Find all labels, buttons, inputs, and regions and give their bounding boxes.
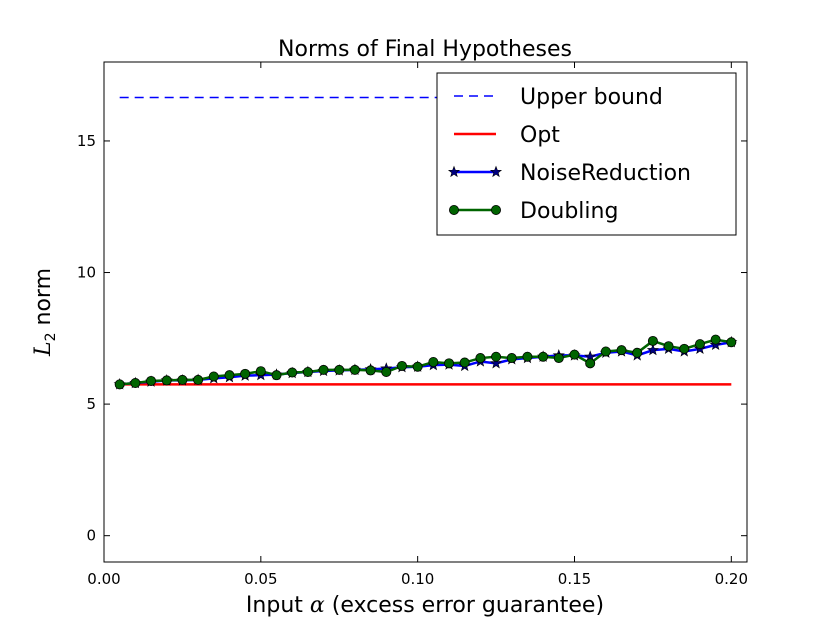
x-axis-label-prefix: Input (246, 593, 303, 618)
data-point-circle (553, 353, 564, 364)
data-point-circle (240, 368, 251, 379)
legend-entry: Upper bound (454, 85, 663, 110)
data-point-star (646, 343, 659, 356)
series-line (119, 338, 732, 386)
legend-entry: Opt (454, 123, 560, 148)
x-axis-label-symbol: α (310, 593, 325, 618)
x-axis-label-suffix: (excess error guarantee) (332, 593, 604, 618)
data-point-circle (538, 351, 549, 362)
legend-marker (447, 165, 461, 178)
data-point-circle (255, 366, 266, 377)
data-point-circle (193, 374, 204, 385)
y-tick-label: 0 (86, 527, 96, 545)
legend-marker (448, 204, 459, 215)
y-axis-label-suffix: norm (31, 268, 56, 326)
chart-title: Norms of Final Hypotheses (278, 37, 572, 62)
legend-label: NoiseReduction (520, 161, 691, 186)
data-point-circle (647, 335, 658, 346)
data-point-circle (459, 357, 470, 368)
y-axis-label: L2 norm (31, 268, 59, 357)
data-point-circle (334, 364, 345, 375)
data-point-circle (694, 339, 705, 350)
data-point-circle (491, 351, 502, 362)
data-point-circle (208, 371, 219, 382)
data-point-star (490, 356, 503, 369)
data-point-circle (365, 365, 376, 376)
data-point-circle (585, 358, 596, 369)
y-axis-label-symbol: L (31, 341, 56, 357)
legend-marker (489, 165, 503, 178)
data-point-circle (224, 370, 235, 381)
x-tick-label: 0.00 (87, 570, 120, 588)
data-point-circle (349, 364, 360, 375)
data-point-circle (177, 374, 188, 385)
x-tick-label: 0.10 (401, 570, 434, 588)
x-axis-label: Input α (excess error guarantee) (246, 593, 604, 618)
data-point-circle (114, 379, 125, 390)
data-point-circle (161, 375, 172, 386)
x-tick-label: 0.20 (715, 570, 748, 588)
data-point-circle (381, 366, 392, 377)
data-point-circle (396, 360, 407, 371)
x-tick-label: 0.15 (558, 570, 591, 588)
legend-marker (490, 204, 501, 215)
legend-entry: Doubling (448, 199, 618, 224)
data-point-circle (318, 364, 329, 375)
data-point-circle (663, 341, 674, 352)
legend-label: Upper bound (520, 85, 663, 110)
x-tick-label: 0.05 (244, 570, 277, 588)
data-point-circle (412, 361, 423, 372)
data-point-circle (428, 356, 439, 367)
data-point-circle (506, 353, 517, 364)
series-noisereduction (113, 335, 738, 390)
data-point-circle (710, 334, 721, 345)
y-axis-label-subscript: 2 (43, 332, 59, 341)
data-point-circle (522, 351, 533, 362)
data-point-circle (271, 370, 282, 381)
data-point-circle (475, 353, 486, 364)
series-line (119, 341, 732, 386)
data-point-circle (616, 345, 627, 356)
y-tick-label: 15 (77, 132, 96, 150)
legend-entry: NoiseReduction (447, 161, 691, 186)
data-point-circle (302, 366, 313, 377)
data-point-circle (679, 343, 690, 354)
data-point-circle (130, 378, 141, 389)
series-doubling (114, 334, 737, 390)
data-point-circle (146, 375, 157, 386)
legend-label: Opt (520, 123, 560, 148)
legend-box (436, 72, 737, 236)
data-point-circle (632, 347, 643, 358)
y-tick-label: 5 (86, 395, 96, 413)
data-point-circle (726, 337, 737, 348)
data-point-circle (444, 358, 455, 369)
data-point-circle (287, 367, 298, 378)
legend: Upper bound Opt NoiseReduction Doubling (436, 72, 737, 236)
y-tick-label: 10 (77, 264, 96, 282)
legend-label: Doubling (520, 199, 618, 224)
data-point-circle (600, 346, 611, 357)
data-point-circle (569, 349, 580, 360)
plot-area-frame (103, 61, 748, 563)
